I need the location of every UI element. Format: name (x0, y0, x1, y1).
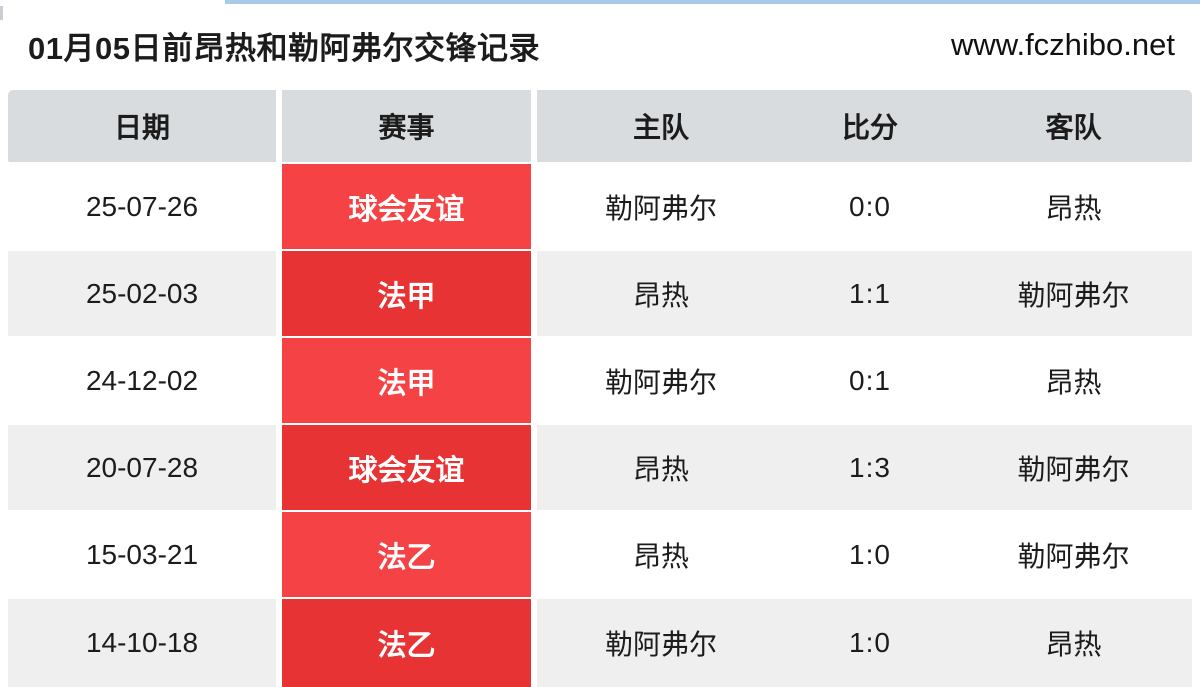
competition-badge: 法乙 (282, 512, 531, 597)
date-cell: 15-03-21 (8, 512, 276, 597)
away-team-cell: 勒阿弗尔 (955, 512, 1192, 597)
away-team-cell: 昂热 (955, 164, 1192, 249)
header-cell-competition: 赛事 (282, 90, 531, 162)
competition-badge: 法甲 (282, 338, 531, 423)
home-team-cell: 勒阿弗尔 (537, 338, 785, 423)
column-divider (276, 90, 282, 162)
match-row: 25-07-26 球会友谊 勒阿弗尔 0:0 昂热 (8, 162, 1192, 249)
match-row: 25-02-03 法甲 昂热 1:1 勒阿弗尔 (8, 249, 1192, 336)
header-cell-score: 比分 (785, 90, 955, 162)
left-edge-mark (0, 6, 3, 20)
column-divider (276, 425, 282, 510)
competition-badge: 球会友谊 (282, 164, 531, 249)
column-divider (531, 90, 537, 162)
home-team-cell: 昂热 (537, 512, 785, 597)
competition-badge: 法甲 (282, 251, 531, 336)
column-divider (531, 338, 537, 423)
match-row: 24-12-02 法甲 勒阿弗尔 0:1 昂热 (8, 336, 1192, 423)
date-cell: 25-07-26 (8, 164, 276, 249)
header-cell-away: 客队 (955, 90, 1192, 162)
score-cell: 1:0 (785, 512, 955, 597)
away-team-cell: 勒阿弗尔 (955, 425, 1192, 510)
column-divider (531, 164, 537, 249)
column-divider (531, 251, 537, 336)
home-team-cell: 勒阿弗尔 (537, 164, 785, 249)
competition-badge: 法乙 (282, 599, 531, 687)
column-divider (276, 338, 282, 423)
column-divider (276, 251, 282, 336)
header-cell-date: 日期 (8, 90, 276, 162)
column-divider (531, 512, 537, 597)
title-bar: 01月05日前昂热和勒阿弗尔交锋记录 www.fczhibo.net (0, 0, 1200, 90)
header-cell-home: 主队 (537, 90, 785, 162)
score-cell: 1:0 (785, 599, 955, 687)
competition-badge: 球会友谊 (282, 425, 531, 510)
away-team-cell: 昂热 (955, 338, 1192, 423)
table-header-row: 日期 赛事 主队 比分 客队 (8, 90, 1192, 162)
date-cell: 14-10-18 (8, 599, 276, 687)
site-url[interactable]: www.fczhibo.net (951, 27, 1175, 62)
column-divider (531, 425, 537, 510)
column-divider (276, 512, 282, 597)
home-team-cell: 勒阿弗尔 (537, 599, 785, 687)
date-cell: 20-07-28 (8, 425, 276, 510)
home-team-cell: 昂热 (537, 251, 785, 336)
page-title: 01月05日前昂热和勒阿弗尔交锋记录 (28, 30, 540, 66)
match-row: 14-10-18 法乙 勒阿弗尔 1:0 昂热 (8, 597, 1192, 687)
score-cell: 0:0 (785, 164, 955, 249)
column-divider (531, 599, 537, 687)
match-row: 20-07-28 球会友谊 昂热 1:3 勒阿弗尔 (8, 423, 1192, 510)
score-cell: 1:3 (785, 425, 955, 510)
score-cell: 1:1 (785, 251, 955, 336)
date-cell: 24-12-02 (8, 338, 276, 423)
head-to-head-table: 日期 赛事 主队 比分 客队 25-07-26 球会友谊 勒阿弗尔 0:0 昂热… (8, 90, 1192, 687)
score-cell: 0:1 (785, 338, 955, 423)
column-divider (276, 599, 282, 687)
away-team-cell: 昂热 (955, 599, 1192, 687)
top-accent-line (225, 0, 1200, 4)
column-divider (276, 164, 282, 249)
date-cell: 25-02-03 (8, 251, 276, 336)
home-team-cell: 昂热 (537, 425, 785, 510)
away-team-cell: 勒阿弗尔 (955, 251, 1192, 336)
match-row: 15-03-21 法乙 昂热 1:0 勒阿弗尔 (8, 510, 1192, 597)
